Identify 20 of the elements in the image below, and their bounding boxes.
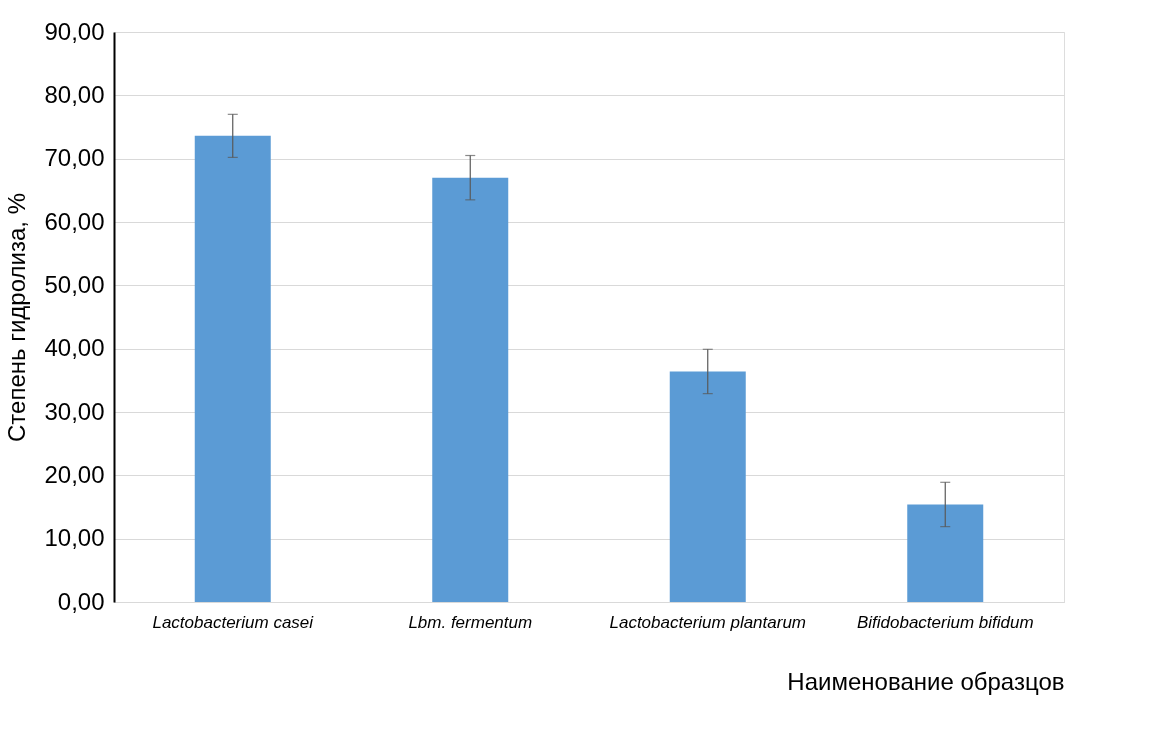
y-tick-label: 80,00 <box>44 80 105 108</box>
y-tick-label: 50,00 <box>44 270 105 298</box>
x-tick-label: Lbm. fermentum <box>408 612 533 632</box>
bar <box>432 177 509 602</box>
y-tick-label: 20,00 <box>44 460 105 488</box>
bar <box>907 504 984 602</box>
y-axis-title: Степень гидролиза, % <box>3 193 31 442</box>
x-tick-label: Lactobacterium casei <box>152 612 315 632</box>
y-tick-label: 0,00 <box>57 587 105 615</box>
y-tick-label: 40,00 <box>44 334 105 362</box>
bar <box>194 135 271 602</box>
y-tick-label: 90,00 <box>44 17 105 45</box>
x-tick-label: Lactobacterium plantarum <box>609 612 807 632</box>
y-tick-label: 10,00 <box>44 524 105 552</box>
y-tick-label: 30,00 <box>44 397 105 425</box>
bar <box>669 371 746 602</box>
x-axis-title: Наименование образцов <box>787 667 1065 695</box>
x-tick-label: Bifidobacterium bifidum <box>856 612 1034 632</box>
y-tick-label: 70,00 <box>44 144 105 172</box>
y-tick-label: 60,00 <box>44 207 105 235</box>
